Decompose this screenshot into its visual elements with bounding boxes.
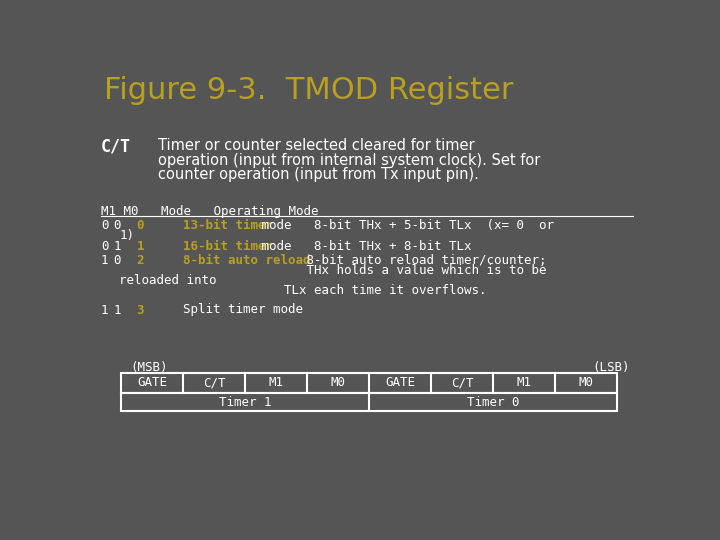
Text: operation (input from internal system clock). Set for: operation (input from internal system cl… [158, 153, 541, 167]
Text: mode   8-bit THx + 8-bit TLx: mode 8-bit THx + 8-bit TLx [254, 240, 472, 253]
Text: TLx each time it overflows.: TLx each time it overflows. [284, 284, 486, 297]
Text: (MSB): (MSB) [130, 361, 168, 374]
Text: 2: 2 [137, 254, 144, 267]
Text: 1: 1 [137, 240, 144, 253]
Text: C/T: C/T [203, 376, 225, 389]
Text: M1: M1 [516, 376, 531, 389]
Text: Timer or counter selected cleared for timer: Timer or counter selected cleared for ti… [158, 138, 474, 153]
Text: 0: 0 [113, 254, 121, 267]
Text: (LSB): (LSB) [593, 361, 630, 374]
Text: M1 M0   Mode   Operating Mode: M1 M0 Mode Operating Mode [101, 205, 318, 218]
Text: 1: 1 [101, 303, 108, 316]
Text: GATE: GATE [385, 376, 415, 389]
Text: 8-bit auto reload timer/counter;: 8-bit auto reload timer/counter; [284, 254, 546, 267]
Text: 0: 0 [101, 219, 108, 232]
Text: C/T: C/T [451, 376, 473, 389]
Text: 3: 3 [137, 303, 144, 316]
Text: 0: 0 [137, 219, 144, 232]
Text: THx holds a value which is to be: THx holds a value which is to be [284, 264, 546, 277]
Text: M0: M0 [330, 376, 346, 389]
Text: reloaded into: reloaded into [120, 274, 217, 287]
Text: 1): 1) [120, 229, 135, 242]
Text: counter operation (input from Tx input pin).: counter operation (input from Tx input p… [158, 167, 479, 182]
Bar [121, 393, 617, 411]
Text: 16-bit timer: 16-bit timer [183, 240, 273, 253]
Text: 1: 1 [101, 254, 108, 267]
Text: Timer 1: Timer 1 [219, 396, 271, 409]
Bar [121, 373, 617, 393]
Text: 0: 0 [113, 219, 121, 232]
Text: Split timer mode: Split timer mode [183, 303, 303, 316]
Text: C/T: C/T [101, 138, 131, 156]
Text: 8-bit auto reload: 8-bit auto reload [183, 254, 310, 267]
Text: M1: M1 [269, 376, 284, 389]
Text: GATE: GATE [137, 376, 167, 389]
Text: Figure 9-3.  TMOD Register: Figure 9-3. TMOD Register [104, 76, 513, 105]
Text: 1: 1 [113, 303, 121, 316]
Text: 1: 1 [113, 240, 121, 253]
Text: mode   8-bit THx + 5-bit TLx  (x= 0  or: mode 8-bit THx + 5-bit TLx (x= 0 or [254, 219, 554, 232]
Text: M0: M0 [578, 376, 593, 389]
Text: Timer 0: Timer 0 [467, 396, 519, 409]
Text: 13-bit timer: 13-bit timer [183, 219, 273, 232]
Text: 0: 0 [101, 240, 108, 253]
